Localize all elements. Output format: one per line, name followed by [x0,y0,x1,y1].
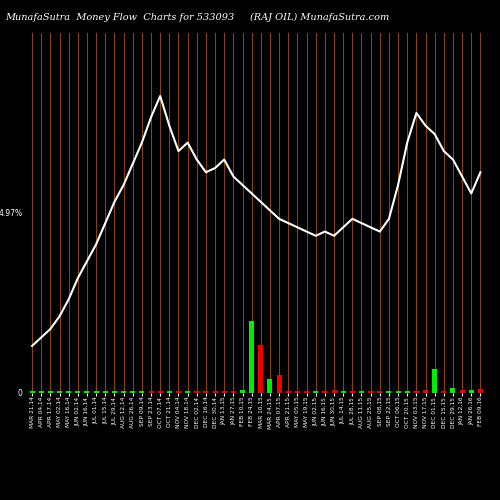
Bar [158,391,162,392]
Bar [313,390,318,392]
Bar [404,390,409,392]
Bar [204,391,208,392]
Bar [185,391,190,392]
Bar [378,390,382,392]
Bar [249,320,254,392]
Bar [276,374,281,392]
Bar [350,390,355,392]
Text: (RAJ OIL) MunafaSutra.com: (RAJ OIL) MunafaSutra.com [250,12,389,22]
Bar [48,391,53,392]
Bar [396,390,400,392]
Bar [332,390,336,392]
Bar [304,390,309,392]
Bar [140,391,144,392]
Bar [460,390,464,392]
Bar [231,391,236,392]
Bar [258,344,264,393]
Bar [423,390,428,392]
Bar [340,390,345,392]
Bar [148,390,154,392]
Bar [286,390,291,392]
Bar [167,390,172,392]
Bar [268,378,272,392]
Bar [386,390,392,392]
Bar [222,391,226,392]
Text: MunafaSutra  Money Flow  Charts for 533093: MunafaSutra Money Flow Charts for 533093 [5,12,234,22]
Bar [432,368,437,392]
Bar [359,390,364,392]
Bar [442,390,446,392]
Bar [30,390,35,392]
Bar [322,390,328,392]
Bar [469,390,474,392]
Bar [478,388,483,392]
Bar [295,390,300,392]
Bar [450,388,456,392]
Bar [240,390,245,392]
Bar [414,390,419,392]
Bar [368,390,373,392]
Bar [212,391,218,392]
Bar [176,391,181,392]
Bar [194,391,200,392]
